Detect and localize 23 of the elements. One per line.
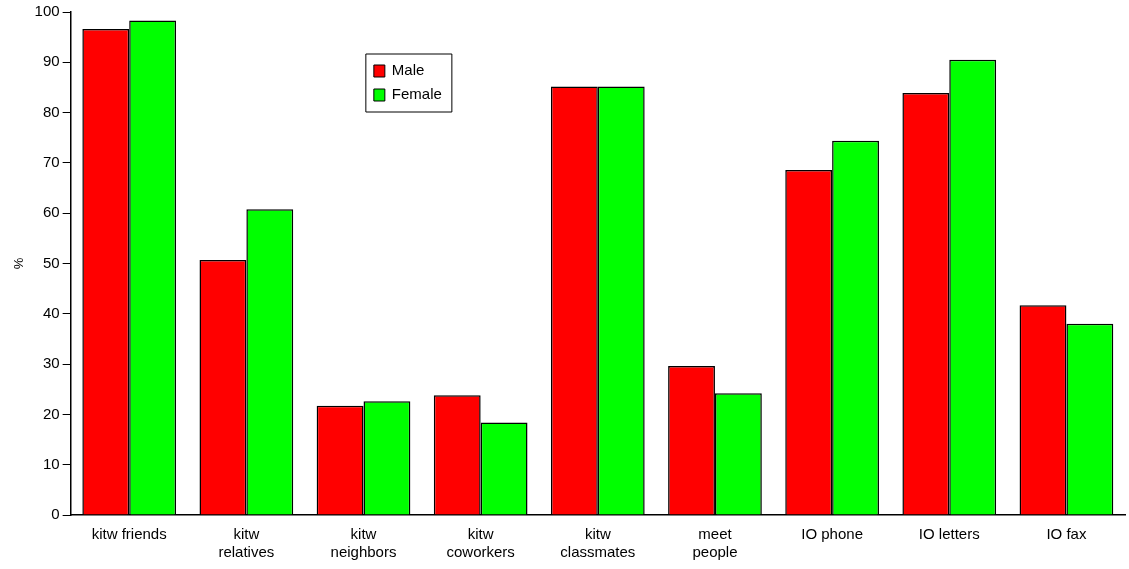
x-tick-label: kitw coworkers bbox=[446, 525, 515, 561]
x-tick-label: kitw classmates bbox=[560, 525, 636, 561]
x-tick-label: meet people bbox=[692, 525, 738, 561]
y-tick-label: 100 bbox=[34, 2, 60, 20]
y-tick-label: 80 bbox=[42, 102, 60, 120]
y-axis-title: % bbox=[11, 257, 27, 270]
x-tick-label: IO letters bbox=[918, 525, 980, 543]
y-tick-label: 50 bbox=[42, 253, 60, 271]
y-tick-label: 0 bbox=[51, 505, 60, 523]
y-tick-label: 90 bbox=[42, 52, 60, 70]
legend-label: Female bbox=[391, 85, 442, 103]
x-tick-label: kitw friends bbox=[91, 525, 167, 543]
y-tick-label: 70 bbox=[42, 153, 60, 171]
y-tick-label: 60 bbox=[42, 203, 60, 221]
x-tick-label: IO phone bbox=[801, 525, 863, 543]
legend-label: Male bbox=[391, 61, 425, 79]
y-tick-label: 40 bbox=[42, 303, 60, 321]
y-tick-label: 10 bbox=[42, 454, 60, 472]
y-tick-label: 30 bbox=[42, 354, 60, 372]
x-tick-label: kitw neighbors bbox=[330, 525, 397, 561]
y-tick-label: 20 bbox=[42, 404, 60, 422]
x-tick-label: IO fax bbox=[1046, 525, 1087, 543]
x-tick-label: kitw relatives bbox=[218, 525, 275, 561]
